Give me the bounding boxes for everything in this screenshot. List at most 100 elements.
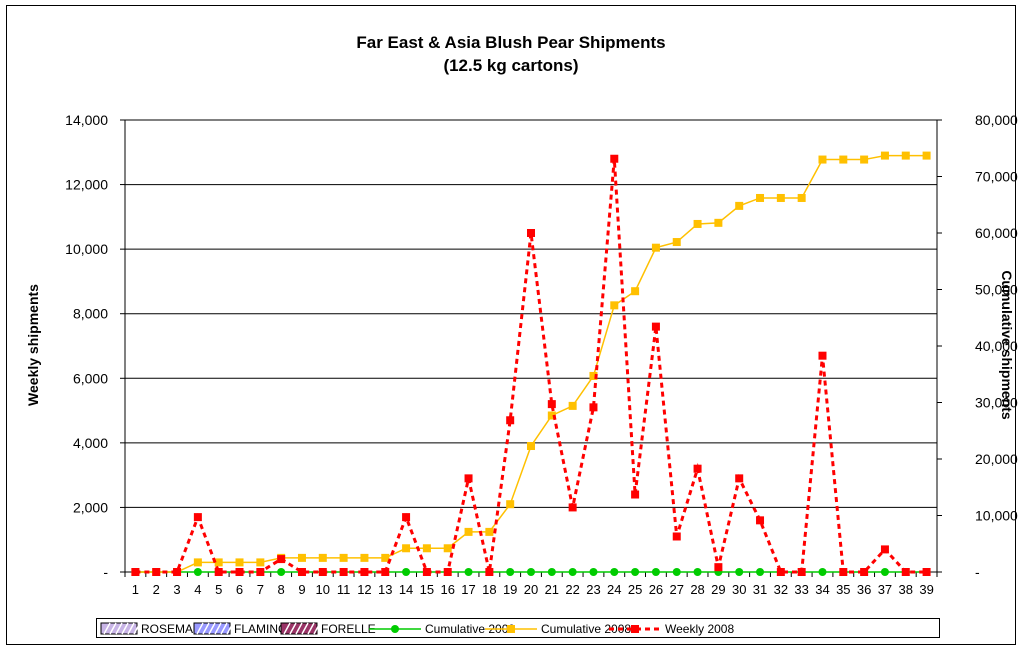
cumulative-2009-point [193, 568, 202, 576]
y-tick-label: 14,000 [65, 112, 108, 128]
y2-tick-label: 30,000 [975, 395, 1018, 411]
cumulative-2008-point [860, 155, 869, 164]
cumulative-2009-point [651, 568, 660, 576]
cumulative-2009-point [880, 568, 889, 576]
x-tick-label: 19 [503, 582, 517, 597]
chart-subtitle: (12.5 kg cartons) [443, 56, 579, 75]
legend-hatch [208, 622, 216, 635]
x-tick-label: 33 [794, 582, 808, 597]
cumulative-2008-point [464, 527, 473, 536]
x-tick-label: 39 [919, 582, 933, 597]
cumulative-2008-point [776, 193, 785, 202]
series-group [131, 151, 931, 576]
y2-axis-ticks: - 10,000 20,000 30,000 40,000 50,000 60,000 70,… [975, 112, 1018, 580]
x-tick-label: 9 [298, 582, 305, 597]
x-tick-label: 12 [357, 582, 371, 597]
x-tick-label: 34 [815, 582, 829, 597]
legend-label-cumulative-2009: Cumulative 2009 [425, 622, 515, 636]
cumulative-2009-point [568, 568, 577, 576]
weekly-2008-point [735, 474, 744, 483]
y2-tick-label: 40,000 [975, 338, 1018, 354]
y-axis-ticks: - 2,000 4,000 6,000 8,000 10,000 12,000 14,000 [65, 112, 108, 580]
x-tick-label: 24 [607, 582, 621, 597]
legend-hatch [109, 622, 117, 635]
cumulative-2008-point [901, 151, 910, 160]
cumulative-2008-point [839, 155, 848, 164]
cumulative-2008-point [193, 558, 202, 567]
x-tick-label: 31 [753, 582, 767, 597]
weekly-2008-point [318, 568, 327, 576]
legend-hatch [295, 622, 303, 635]
cumulative-2009-point [277, 568, 286, 576]
x-tick-label: 6 [236, 582, 243, 597]
x-tick-label: 30 [732, 582, 746, 597]
y2-tick-label: 50,000 [975, 282, 1018, 298]
weekly-2008-line [135, 158, 927, 574]
cumulative-2008-point [922, 151, 931, 160]
x-tick-label: 13 [378, 582, 392, 597]
x-tick-label: 21 [545, 582, 559, 597]
x-tick-label: 37 [878, 582, 892, 597]
weekly-2008-point [339, 568, 348, 576]
cumulative-2008-point [360, 553, 369, 562]
y-tick-label: 12,000 [65, 177, 108, 193]
cumulative-2008-point [818, 155, 827, 164]
x-tick-label: 10 [316, 582, 330, 597]
weekly-2008-point [297, 568, 306, 576]
legend-hatch [115, 622, 123, 635]
y-tick-label: 6,000 [73, 370, 108, 386]
cumulative-2009-point [735, 568, 744, 576]
x-tick-label: 15 [420, 582, 434, 597]
cumulative-2008-point [506, 500, 515, 509]
x-tick-label: 17 [461, 582, 475, 597]
legend-hatch [301, 622, 309, 635]
cumulative-2009-point [589, 568, 598, 576]
legend-hatch [283, 622, 291, 635]
weekly-2008-point [443, 568, 452, 576]
legend-label-weekly-2008: Weekly 2008 [665, 622, 734, 636]
x-tick-label: 26 [649, 582, 663, 597]
weekly-2008-point [422, 568, 431, 576]
weekly-2008-point [527, 229, 535, 237]
legend-hatch [313, 622, 321, 635]
weekly-2008-point [547, 400, 556, 409]
legend-marker-cumulative-2008 [507, 625, 515, 633]
cumulative-2008-point [402, 544, 411, 553]
cumulative-2008-point [631, 287, 640, 296]
weekly-2008-point [485, 568, 494, 576]
legend-marker-cumulative-2009 [391, 625, 399, 633]
weekly-2008-point [256, 568, 265, 576]
y2-tick-label: 20,000 [975, 451, 1018, 467]
legend-label-forelle: FORELLE [321, 622, 376, 636]
cumulative-2008-point [256, 558, 265, 567]
weekly-2008-point [922, 568, 931, 576]
x-tick-label: 38 [899, 582, 913, 597]
y-tick-label: 2,000 [73, 499, 108, 515]
cumulative-2008-point [672, 238, 681, 247]
x-tick-label: 28 [690, 582, 704, 597]
cumulative-2008-point [714, 218, 723, 227]
cumulative-2008-point [214, 558, 223, 567]
x-tick-label: 23 [586, 582, 600, 597]
cumulative-2008-point [485, 527, 494, 536]
y-tick-label: - [103, 564, 108, 580]
y2-tick-label: 10,000 [975, 508, 1018, 524]
weekly-2008-point [402, 513, 411, 522]
weekly-2008-point [214, 568, 223, 576]
weekly-2008-point [173, 568, 182, 576]
weekly-2008-point [776, 568, 785, 576]
y2-tick-label: 80,000 [975, 112, 1018, 128]
legend-hatch [289, 622, 297, 635]
weekly-2008-point [797, 568, 806, 576]
cumulative-2008-point [735, 201, 744, 210]
x-tick-label: 27 [670, 582, 684, 597]
x-tick-label: 1 [132, 582, 139, 597]
cumulative-2009-point [631, 568, 640, 576]
cumulative-2009-point [547, 568, 556, 576]
legend-hatch [196, 622, 204, 635]
x-tick-label: 32 [774, 582, 788, 597]
cumulative-2009-point [610, 568, 619, 576]
cumulative-2008-point [422, 544, 431, 553]
y2-axis-label: Cumulative shipments [999, 270, 1015, 420]
legend-hatch [307, 622, 315, 635]
